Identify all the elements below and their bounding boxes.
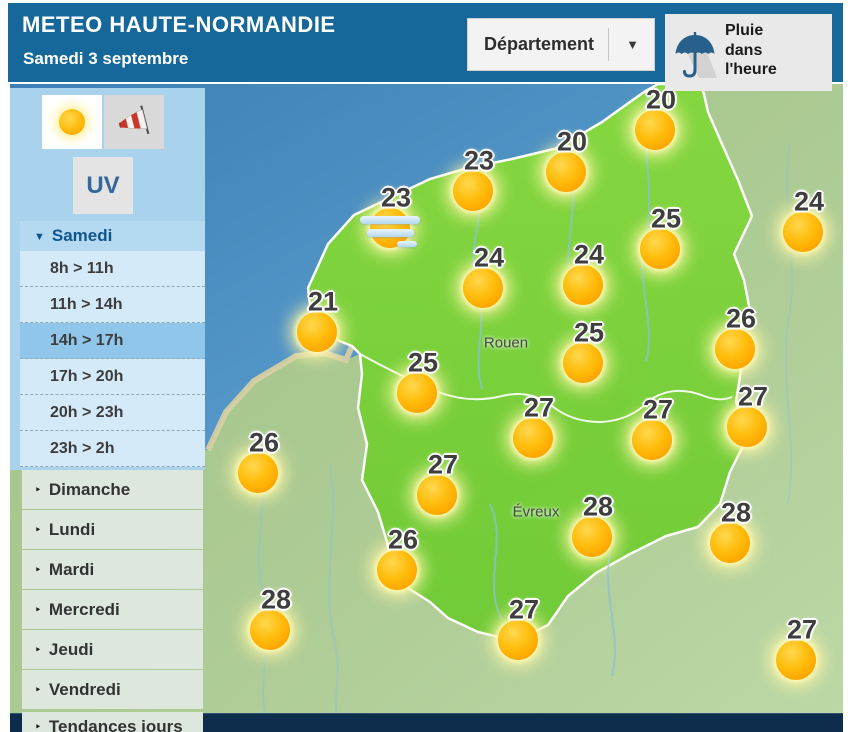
city-label-evreux: Évreux [512,503,560,521]
sun-icon [776,640,816,680]
sidebar-item-mercredi[interactable]: ‣ Mercredi [22,590,203,629]
sidebar-item-mardi[interactable]: ‣ Mardi [22,550,203,589]
city-label-rouen: Rouen [483,334,529,352]
temperature-value: 28 [260,584,292,615]
temperature-value: 25 [650,203,682,234]
mist-bar [360,216,420,224]
sun-icon [453,171,493,211]
time-slot-8h11h[interactable]: 8h > 11h [20,251,205,287]
sun-forecast-button[interactable] [42,95,102,149]
sidebar-item-tendances-jours[interactable]: ‣ Tendances jours [22,712,203,732]
sun-icon [635,110,675,150]
temperature-value: 24 [573,239,605,270]
temperature-value: 20 [556,126,588,157]
temperature-value: 21 [307,286,339,317]
sun-icon [59,109,85,135]
sun-icon [417,475,457,515]
temperature-value: 26 [387,524,419,555]
temperature-value: 27 [523,392,555,423]
sun-icon [715,329,755,369]
day-list: ‣ Dimanche ‣ Lundi ‣ Mardi ‣ Mercredi ‣ Jeudi ‣ Ven… [22,470,203,732]
temperature-value: 27 [737,381,769,412]
temperature-value: 28 [720,497,752,528]
chevron-right-icon: ‣ [35,565,41,576]
mist-bar [397,241,417,247]
temperature-value: 23 [380,182,412,213]
department-dropdown[interactable]: Département ▼ [467,18,655,71]
dropdown-divider [608,28,609,61]
sidebar-item-dimanche[interactable]: ‣ Dimanche [22,470,203,509]
chevron-right-icon: ‣ [35,685,41,696]
uv-button[interactable]: UV [73,157,133,214]
sun-icon [463,268,503,308]
time-slot-23h2h[interactable]: 23h > 2h [20,431,205,467]
rain-in-hour-button[interactable]: Pluie dans l'heure [665,14,832,91]
temperature-value: 26 [248,427,280,458]
selected-day-header[interactable]: ▼ Samedi [20,221,205,251]
sun-icon [397,373,437,413]
date-subtitle: Samedi 3 septembre [23,49,189,68]
sun-icon [238,453,278,493]
sidebar-item-lundi[interactable]: ‣ Lundi [22,510,203,549]
mist-bar [367,229,414,237]
wind-forecast-button[interactable] [104,95,164,149]
sidebar-panel: UV ▼ Samedi 8h > 11h 11h > 14h 14h > 17h 17h… [10,88,205,470]
sun-icon [563,343,603,383]
time-slot-list: 8h > 11h 11h > 14h 14h > 17h 17h > 20h 20h >… [20,251,205,467]
rain-in-hour-label: Pluie dans l'heure [725,22,777,79]
sun-icon [377,550,417,590]
temperature-value: 26 [725,303,757,334]
sun-icon [498,620,538,660]
chevron-right-icon: ‣ [35,605,41,616]
sun-icon [250,610,290,650]
temperature-value: 28 [582,491,614,522]
temperature-value: 27 [508,594,540,625]
windsock-icon [118,105,150,135]
sun-icon [727,407,767,447]
uv-label: UV [86,172,120,199]
temperature-value: 25 [407,347,439,378]
selected-day-label: Samedi [51,226,113,245]
bottom-navy-bar [10,713,843,732]
chevron-right-icon: ‣ [35,485,41,496]
sun-icon [632,420,672,460]
temperature-value: 27 [427,449,459,480]
temperature-value: 27 [642,394,674,425]
chevron-right-icon: ‣ [35,645,41,656]
header: METEO HAUTE-NORMANDIE Samedi 3 septembre… [8,3,843,91]
sun-icon [640,229,680,269]
chevron-down-icon: ▼ [626,37,639,52]
time-slot-11h14h[interactable]: 11h > 14h [20,287,205,323]
sun-mist-icon [360,208,420,248]
page-title: METEO HAUTE-NORMANDIE [22,12,336,37]
sun-icon [572,517,612,557]
chevron-down-icon: ▼ [34,231,45,243]
sun-icon [563,265,603,305]
beach [205,344,355,452]
umbrella-icon [675,32,717,78]
temperature-value: 25 [573,317,605,348]
chevron-right-icon: ‣ [35,525,41,536]
chevron-right-icon: ‣ [35,722,41,732]
sidebar-item-jeudi[interactable]: ‣ Jeudi [22,630,203,669]
sun-icon [546,152,586,192]
temperature-value: 24 [473,242,505,273]
sun-icon [513,418,553,458]
sidebar-item-vendredi[interactable]: ‣ Vendredi [22,670,203,709]
time-slot-17h20h[interactable]: 17h > 20h [20,359,205,395]
sun-icon [297,312,337,352]
sun-icon [710,523,750,563]
department-dropdown-label: Département [484,34,595,54]
temperature-value: 27 [786,614,818,645]
time-slot-14h17h[interactable]: 14h > 17h [20,323,205,359]
temperature-value: 23 [463,145,495,176]
time-slot-20h23h[interactable]: 20h > 23h [20,395,205,431]
sun-icon [783,212,823,252]
department-boundary [359,353,733,424]
temperature-value: 24 [793,186,825,217]
